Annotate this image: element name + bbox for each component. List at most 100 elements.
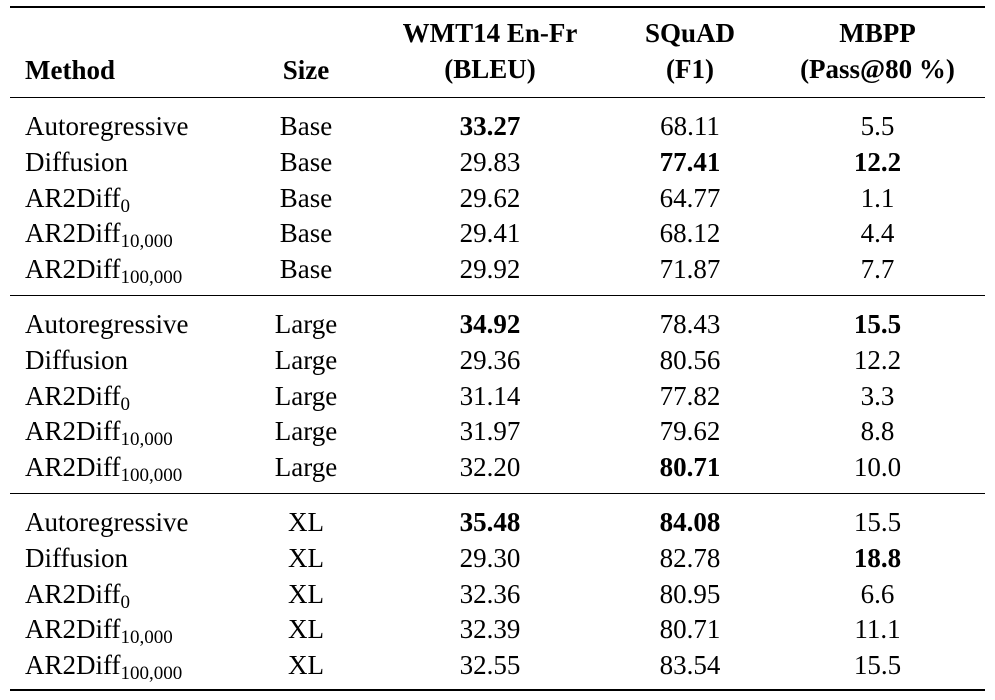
cell-mbpp: 8.8 [860, 416, 895, 447]
cell-mbpp: 12.2 [853, 344, 902, 375]
cell-method: AR2Diff100,000 [25, 647, 182, 683]
cell-method: AR2Diff10,000 [25, 215, 173, 251]
method-name: Autoregressive [25, 507, 189, 537]
cell-squad: 80.71 [659, 614, 721, 645]
cell-squad: 71.87 [659, 254, 721, 285]
cell-bleu: 34.92 [459, 309, 521, 339]
cell-method: AR2Diff0 [25, 378, 130, 414]
cell-bleu: 29.92 [459, 254, 521, 285]
cell-bleu: 29.41 [459, 218, 521, 249]
cell-method: Autoregressive [25, 306, 188, 342]
header-method: Method [25, 55, 115, 85]
cell-method: Autoregressive [25, 504, 188, 540]
cell-squad: 80.56 [659, 344, 721, 375]
cell-size: Large [274, 309, 338, 339]
cell-bleu: 33.27 [459, 111, 521, 141]
method-name: Autoregressive [25, 309, 189, 339]
method-name: AR2Diff [25, 254, 121, 285]
cell-bleu: 35.48 [459, 507, 521, 537]
cell-size: XL [288, 650, 324, 681]
header-size: Size [282, 55, 330, 85]
cell-method: AR2Diff0 [25, 576, 130, 612]
method-subscript: 100,000 [120, 267, 183, 289]
method-name: AR2Diff [25, 218, 121, 249]
method-name: AR2Diff [25, 578, 121, 609]
cell-mbpp: 5.5 [860, 111, 895, 141]
method-subscript: 0 [120, 195, 131, 217]
cell-bleu: 32.36 [459, 578, 521, 609]
cell-bleu: 29.30 [459, 542, 521, 573]
group-rule [10, 295, 985, 296]
cell-squad: 79.62 [659, 416, 721, 447]
header-rule [10, 97, 985, 98]
cell-size: Base [279, 182, 333, 213]
method-subscript: 0 [120, 591, 131, 613]
cell-size: Large [274, 416, 338, 447]
cell-mbpp: 6.6 [860, 578, 895, 609]
cell-method: Diffusion [25, 540, 128, 576]
cell-bleu: 29.62 [459, 182, 521, 213]
cell-size: Base [279, 146, 333, 177]
cell-size: XL [288, 614, 324, 645]
method-name: AR2Diff [25, 452, 121, 483]
cell-mbpp: 7.7 [860, 254, 895, 285]
cell-size: XL [288, 578, 324, 609]
cell-squad: 64.77 [659, 182, 721, 213]
method-subscript: 100,000 [120, 663, 183, 685]
method-name: Diffusion [25, 344, 129, 375]
cell-method: AR2Diff10,000 [25, 413, 173, 449]
method-subscript: 100,000 [120, 465, 183, 487]
method-name: AR2Diff [25, 650, 121, 681]
method-name: Diffusion [25, 146, 129, 177]
cell-mbpp: 12.2 [853, 146, 902, 177]
cell-mbpp: 3.3 [860, 380, 895, 411]
method-name: AR2Diff [25, 614, 121, 645]
header-squad-line1: SQuAD [644, 18, 736, 48]
header-mbpp-line1: MBPP [839, 18, 916, 48]
cell-bleu: 29.36 [459, 344, 521, 375]
cell-mbpp: 15.5 [853, 650, 902, 681]
cell-bleu: 32.20 [459, 452, 521, 483]
cell-method: AR2Diff0 [25, 180, 130, 216]
header-squad-line2: (F1) [666, 54, 714, 84]
cell-size: XL [288, 507, 324, 537]
header-mbpp-line2: (Pass@80 %) [800, 54, 955, 84]
method-name: Diffusion [25, 542, 129, 573]
cell-size: Base [279, 218, 333, 249]
cell-squad: 82.78 [659, 542, 721, 573]
method-name: AR2Diff [25, 380, 121, 411]
cell-squad: 77.82 [659, 380, 721, 411]
cell-mbpp: 18.8 [853, 542, 902, 573]
cell-mbpp: 15.5 [853, 309, 902, 339]
cell-squad: 68.11 [660, 111, 720, 141]
cell-mbpp: 4.4 [860, 218, 895, 249]
cell-mbpp: 1.1 [860, 182, 895, 213]
cell-mbpp: 15.5 [853, 507, 902, 537]
method-subscript: 10,000 [120, 429, 173, 451]
method-subscript: 0 [120, 393, 131, 415]
cell-squad: 84.08 [659, 507, 721, 537]
cell-bleu: 32.39 [459, 614, 521, 645]
cell-squad: 83.54 [659, 650, 721, 681]
cell-size: Large [274, 344, 338, 375]
method-name: AR2Diff [25, 416, 121, 447]
group-rule [10, 493, 985, 494]
cell-squad: 80.95 [659, 578, 721, 609]
cell-method: AR2Diff100,000 [25, 449, 182, 485]
cell-bleu: 31.14 [459, 380, 521, 411]
header-bleu-line2: (BLEU) [444, 54, 536, 84]
method-name: AR2Diff [25, 182, 121, 213]
cell-squad: 77.41 [659, 146, 721, 177]
cell-size: Base [279, 111, 333, 141]
bottom-rule [10, 689, 985, 691]
cell-squad: 80.71 [659, 452, 721, 483]
cell-size: Large [274, 380, 338, 411]
header-bleu-line1: WMT14 En-Fr [402, 18, 578, 48]
top-rule [10, 6, 985, 8]
cell-method: Diffusion [25, 144, 128, 180]
cell-bleu: 32.55 [459, 650, 521, 681]
cell-method: Diffusion [25, 342, 128, 378]
cell-squad: 68.12 [659, 218, 721, 249]
method-subscript: 10,000 [120, 627, 173, 649]
cell-squad: 78.43 [659, 309, 721, 339]
